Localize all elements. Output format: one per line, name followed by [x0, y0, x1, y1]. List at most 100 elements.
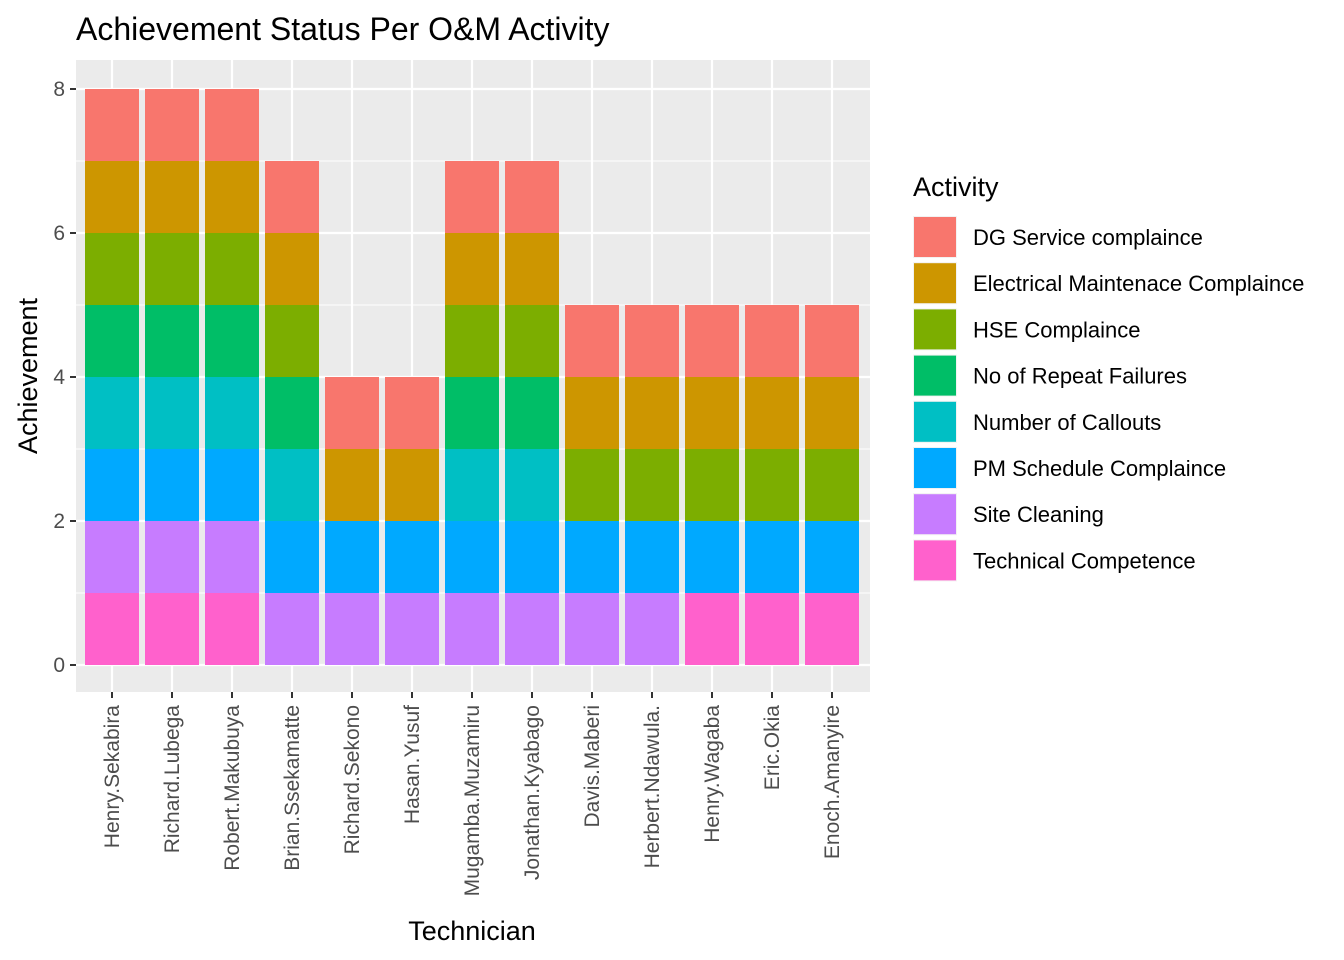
- bar-segment: [445, 449, 499, 521]
- bar-segment: [685, 593, 739, 665]
- bar-segment: [205, 89, 259, 161]
- x-tick-label: Enoch.Amanyire: [821, 705, 844, 859]
- legend-swatch: [914, 401, 956, 442]
- y-tick-label: 2: [53, 510, 65, 533]
- legend-swatch: [914, 494, 956, 535]
- legend-label: HSE Complaince: [973, 317, 1141, 342]
- legend-swatch: [914, 448, 956, 488]
- legend: Activity DG Service complaince Electrical…: [913, 172, 1304, 582]
- bar-segment: [445, 593, 499, 665]
- bar-segment: [445, 233, 499, 305]
- legend-label: Technical Competence: [973, 548, 1196, 573]
- bar-segment: [145, 449, 199, 521]
- bar-segment: [85, 521, 139, 593]
- bar-segment: [505, 161, 559, 233]
- legend-label: Site Cleaning: [973, 502, 1104, 527]
- legend-swatch: [914, 540, 956, 581]
- bar-segment: [205, 305, 259, 377]
- x-tick-label: Eric.Okia: [761, 705, 784, 791]
- bar-segment: [805, 593, 859, 665]
- bar-segment: [325, 521, 379, 593]
- legend-label: PM Schedule Complaince: [973, 456, 1226, 481]
- bar-segment: [145, 593, 199, 665]
- bar-segment: [265, 233, 319, 305]
- bar-segment: [505, 521, 559, 593]
- bar-segment: [745, 377, 799, 449]
- bar-segment: [505, 233, 559, 305]
- bar-segment: [565, 305, 619, 377]
- bar-segment: [565, 377, 619, 449]
- y-tick-label: 8: [53, 78, 65, 101]
- bar-segment: [85, 161, 139, 233]
- x-tick-label: Henry.Sekabira: [101, 705, 124, 848]
- bar-segment: [505, 377, 559, 449]
- bar-segment: [685, 305, 739, 377]
- bar-segment: [805, 305, 859, 377]
- bar-segment: [745, 593, 799, 665]
- bar-segment: [745, 305, 799, 377]
- legend-items: DG Service complaince Electrical Maintena…: [913, 216, 1304, 582]
- chart-title: Achievement Status Per O&M Activity: [76, 11, 610, 47]
- x-tick-label: Davis.Maberi: [581, 705, 604, 828]
- bar-segment: [685, 521, 739, 593]
- bar-segment: [745, 449, 799, 521]
- bar-segment: [265, 521, 319, 593]
- bar-segment: [805, 377, 859, 449]
- bar-segment: [325, 449, 379, 521]
- bar-segment: [205, 521, 259, 593]
- bar-segment: [685, 449, 739, 521]
- bar-segment: [205, 449, 259, 521]
- bar-segment: [625, 377, 679, 449]
- bar-segment: [265, 377, 319, 449]
- bar-segment: [745, 521, 799, 593]
- x-axis-title: Technician: [408, 916, 536, 946]
- bar-segment: [265, 593, 319, 665]
- bar-segment: [85, 233, 139, 305]
- bar-segment: [565, 449, 619, 521]
- bar-segment: [265, 449, 319, 521]
- bar-segment: [145, 89, 199, 161]
- legend-label: DG Service complaince: [973, 225, 1203, 250]
- bar-segment: [205, 377, 259, 449]
- bar-segment: [145, 161, 199, 233]
- bar-segment: [265, 305, 319, 377]
- y-tick-label: 4: [53, 366, 65, 389]
- legend-label: Electrical Maintenace Complaince: [973, 271, 1304, 296]
- legend-label: Number of Callouts: [973, 410, 1161, 435]
- legend-swatch: [914, 217, 956, 257]
- x-tick-label: Herbert.Ndawula.: [641, 705, 664, 868]
- bar-segment: [505, 593, 559, 665]
- bar-segment: [85, 449, 139, 521]
- legend-swatch: [914, 355, 956, 396]
- bar-segment: [85, 305, 139, 377]
- x-tick-label: Henry.Wagaba: [701, 705, 724, 843]
- bar-segment: [625, 593, 679, 665]
- bar-segment: [205, 593, 259, 665]
- legend-title: Activity: [913, 172, 999, 202]
- bar-segment: [685, 377, 739, 449]
- bar-segment: [445, 161, 499, 233]
- x-tick-label: Mugamba.Muzamiru: [461, 705, 484, 896]
- bar-segment: [85, 593, 139, 665]
- bar-segment: [85, 377, 139, 449]
- bar-segment: [205, 233, 259, 305]
- bar-segment: [385, 521, 439, 593]
- y-axis-title: Achievement: [13, 297, 43, 454]
- bar-segment: [445, 521, 499, 593]
- bar-segment: [565, 521, 619, 593]
- bar-segment: [625, 521, 679, 593]
- bar-segment: [445, 305, 499, 377]
- bar-segment: [625, 449, 679, 521]
- x-axis: Henry.Sekabira Richard.Lubega Robert.Makub…: [101, 692, 844, 896]
- bar-segment: [505, 449, 559, 521]
- x-tick-label: Hasan.Yusuf: [401, 705, 424, 824]
- bar-segment: [85, 89, 139, 161]
- x-tick-label: Robert.Makubuya: [221, 705, 244, 871]
- bar-segment: [445, 377, 499, 449]
- bar-segment: [145, 305, 199, 377]
- bar-segment: [145, 377, 199, 449]
- bar-segment: [145, 233, 199, 305]
- bar-segment: [385, 593, 439, 665]
- y-tick-label: 6: [53, 222, 65, 245]
